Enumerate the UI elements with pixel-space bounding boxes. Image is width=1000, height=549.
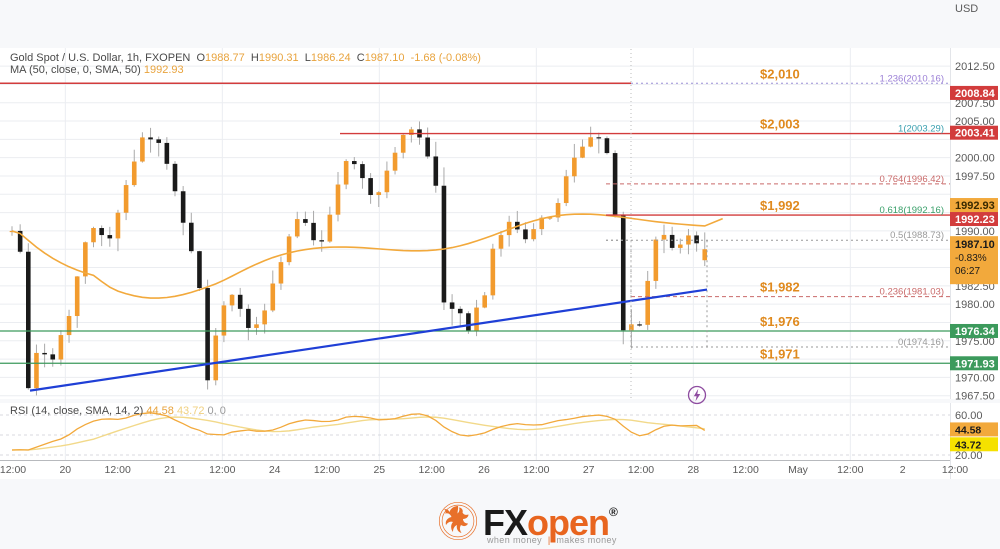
svg-text:1(2003.29): 1(2003.29) <box>898 124 944 135</box>
svg-text:1997.50: 1997.50 <box>955 171 995 183</box>
svg-text:May: May <box>788 464 809 476</box>
svg-text:20: 20 <box>59 464 71 476</box>
svg-text:12:00: 12:00 <box>733 464 759 476</box>
svg-text:24: 24 <box>269 464 281 476</box>
svg-text:28: 28 <box>687 464 699 476</box>
svg-text:1976.34: 1976.34 <box>955 326 996 338</box>
svg-text:60.00: 60.00 <box>955 410 983 422</box>
svg-text:2000.00: 2000.00 <box>955 153 995 165</box>
svg-text:12:00: 12:00 <box>628 464 654 476</box>
svg-text:2012.50: 2012.50 <box>955 61 995 73</box>
svg-text:1992.93: 1992.93 <box>955 200 995 212</box>
svg-text:1992.23: 1992.23 <box>955 214 995 226</box>
svg-text:26: 26 <box>478 464 490 476</box>
svg-text:1967.50: 1967.50 <box>955 391 995 403</box>
svg-text:12:00: 12:00 <box>209 464 235 476</box>
svg-text:12:00: 12:00 <box>314 464 340 476</box>
svg-text:12:00: 12:00 <box>0 464 26 476</box>
svg-text:0(1974.16): 0(1974.16) <box>898 337 944 348</box>
svg-text:12:00: 12:00 <box>105 464 131 476</box>
svg-text:1.236(2010.16): 1.236(2010.16) <box>880 73 944 84</box>
svg-text:44.58: 44.58 <box>955 424 981 436</box>
svg-text:USD: USD <box>955 3 978 15</box>
svg-text:43.72: 43.72 <box>955 439 981 451</box>
svg-text:20.00: 20.00 <box>955 450 983 462</box>
svg-text:06:27: 06:27 <box>955 266 980 277</box>
svg-text:2: 2 <box>900 464 906 476</box>
svg-text:0.236(1981.03): 0.236(1981.03) <box>880 287 944 298</box>
svg-text:12:00: 12:00 <box>523 464 549 476</box>
svg-text:12:00: 12:00 <box>837 464 863 476</box>
svg-text:0.618(1992.16): 0.618(1992.16) <box>880 205 944 216</box>
svg-text:-0.83%: -0.83% <box>955 253 987 264</box>
svg-text:25: 25 <box>373 464 385 476</box>
svg-text:21: 21 <box>164 464 176 476</box>
svg-text:12:00: 12:00 <box>942 464 968 476</box>
svg-text:1980.00: 1980.00 <box>955 299 995 311</box>
svg-text:1987.10: 1987.10 <box>955 239 995 251</box>
svg-text:2003.41: 2003.41 <box>955 128 995 140</box>
svg-text:1990.00: 1990.00 <box>955 226 995 238</box>
svg-text:27: 27 <box>583 464 595 476</box>
svg-text:1971.93: 1971.93 <box>955 358 995 370</box>
svg-text:0.764(1996.42): 0.764(1996.42) <box>880 174 944 185</box>
svg-text:0.5(1988.73): 0.5(1988.73) <box>890 230 944 241</box>
svg-text:1970.00: 1970.00 <box>955 372 995 384</box>
svg-text:2008.84: 2008.84 <box>955 88 996 100</box>
svg-text:12:00: 12:00 <box>419 464 445 476</box>
